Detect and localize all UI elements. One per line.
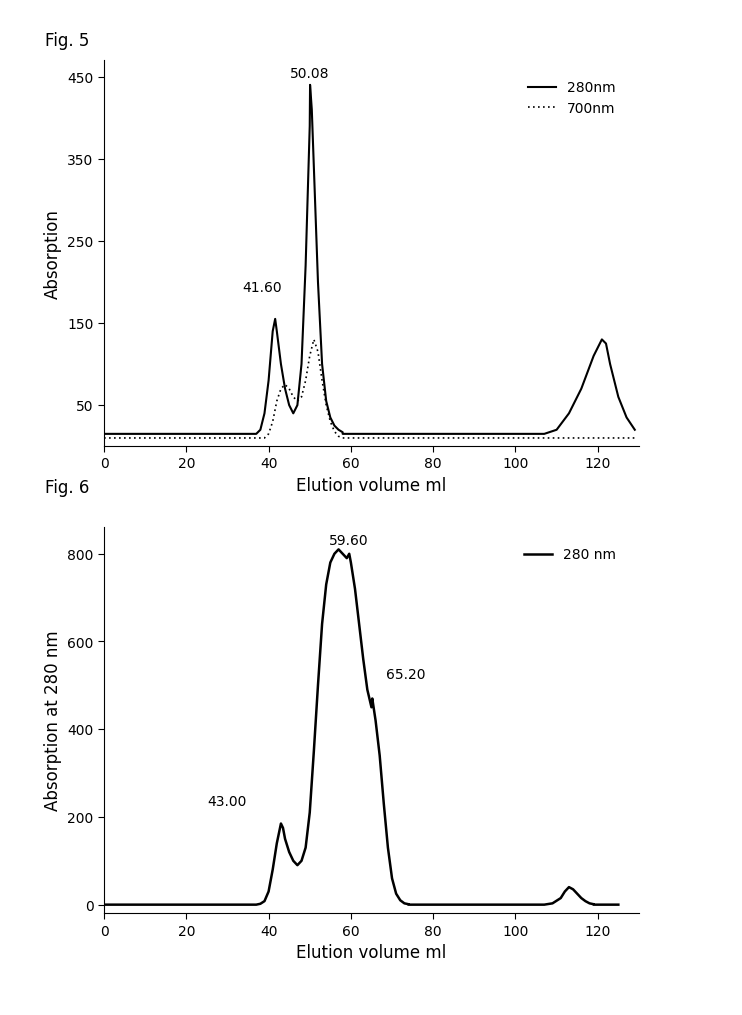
Legend: 280 nm: 280 nm [518, 542, 620, 567]
Text: 43.00: 43.00 [208, 795, 247, 808]
Y-axis label: Absorption: Absorption [44, 209, 62, 298]
Text: 59.60: 59.60 [329, 534, 369, 547]
X-axis label: Elution volume ml: Elution volume ml [296, 477, 446, 494]
Text: Fig. 5: Fig. 5 [45, 31, 89, 50]
Text: Fig. 6: Fig. 6 [45, 478, 89, 496]
Legend: 280nm, 700nm: 280nm, 700nm [522, 75, 620, 122]
X-axis label: Elution volume ml: Elution volume ml [296, 944, 446, 961]
Text: 65.20: 65.20 [385, 667, 425, 681]
Text: 50.08: 50.08 [290, 67, 329, 81]
Text: 41.60: 41.60 [243, 281, 282, 294]
Y-axis label: Absorption at 280 nm: Absorption at 280 nm [44, 630, 62, 811]
